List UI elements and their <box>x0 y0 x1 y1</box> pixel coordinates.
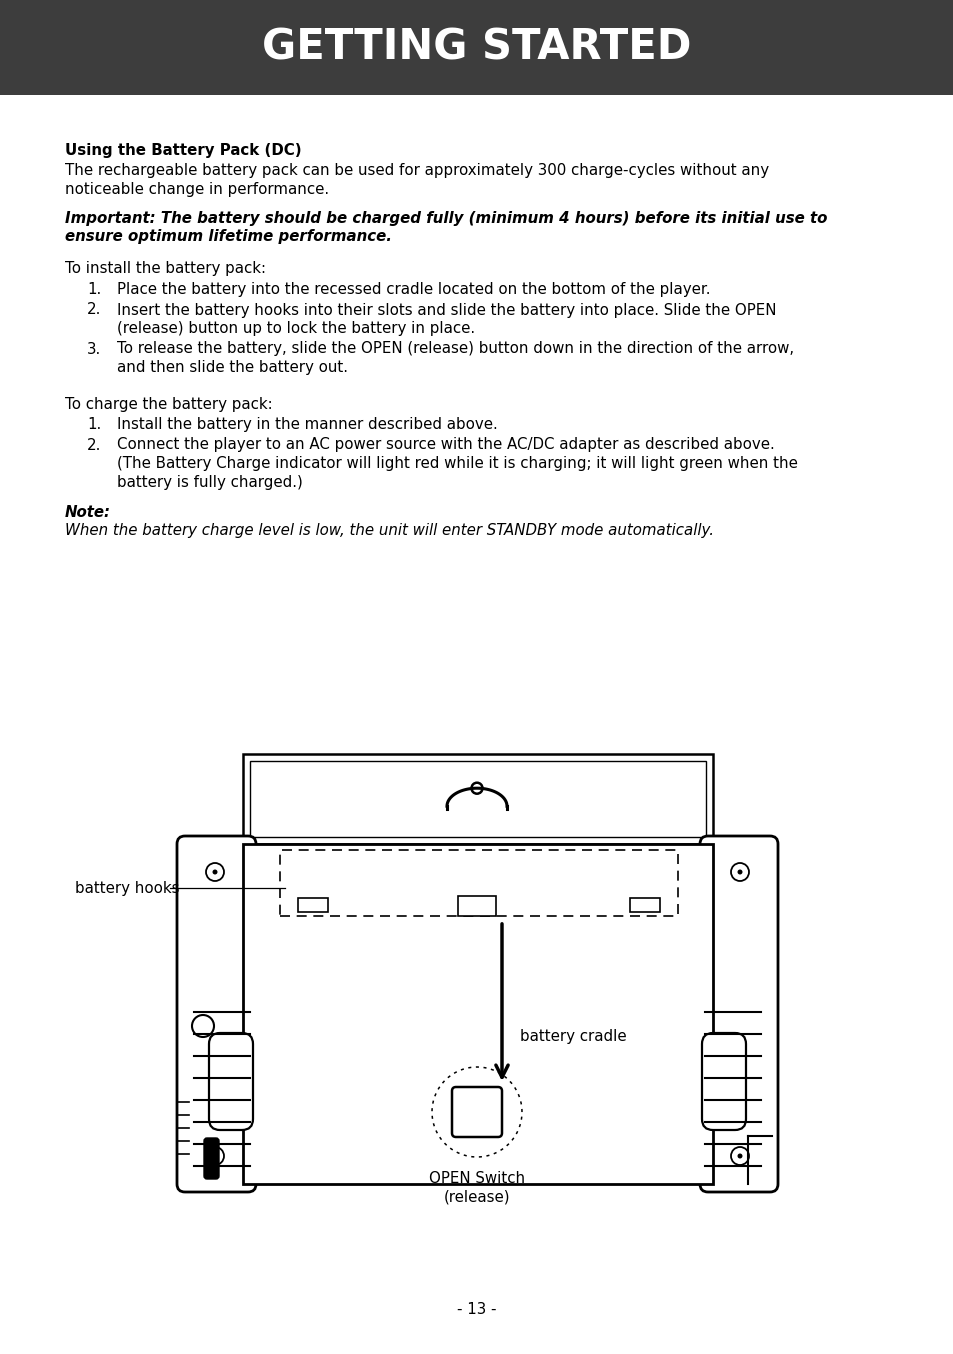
Text: 2.: 2. <box>87 437 101 452</box>
Text: Connect the player to an AC power source with the AC/DC adapter as described abo: Connect the player to an AC power source… <box>117 437 774 452</box>
FancyBboxPatch shape <box>457 896 496 917</box>
Text: (release): (release) <box>443 1190 510 1205</box>
Text: battery cradle: battery cradle <box>519 1029 626 1044</box>
Text: (The Battery Charge indicator will light red while it is charging; it will light: (The Battery Charge indicator will light… <box>117 456 797 471</box>
Circle shape <box>737 869 741 875</box>
FancyBboxPatch shape <box>209 1033 253 1131</box>
Circle shape <box>730 862 748 881</box>
Text: To charge the battery pack:: To charge the battery pack: <box>65 397 273 412</box>
Circle shape <box>730 1147 748 1164</box>
FancyBboxPatch shape <box>452 1087 501 1137</box>
Text: GETTING STARTED: GETTING STARTED <box>262 27 691 69</box>
FancyBboxPatch shape <box>701 1033 745 1131</box>
Text: battery hooks: battery hooks <box>75 880 179 895</box>
Text: Install the battery in the manner described above.: Install the battery in the manner descri… <box>117 417 497 432</box>
Circle shape <box>206 862 224 881</box>
FancyBboxPatch shape <box>700 835 778 1192</box>
Text: The rechargeable battery pack can be used for approximately 300 charge-cycles wi: The rechargeable battery pack can be use… <box>65 164 768 179</box>
FancyBboxPatch shape <box>243 844 712 1183</box>
Text: Place the battery into the recessed cradle located on the bottom of the player.: Place the battery into the recessed crad… <box>117 282 710 297</box>
Text: - 13 -: - 13 - <box>456 1301 497 1316</box>
Text: 1.: 1. <box>87 417 101 432</box>
Text: Important: The battery should be charged fully (minimum 4 hours) before its init: Important: The battery should be charged… <box>65 210 826 226</box>
Text: Insert the battery hooks into their slots and slide the battery into place. Slid: Insert the battery hooks into their slot… <box>117 302 776 317</box>
FancyBboxPatch shape <box>0 0 953 95</box>
Circle shape <box>213 1154 217 1159</box>
Text: (release) button up to lock the battery in place.: (release) button up to lock the battery … <box>117 321 475 336</box>
FancyBboxPatch shape <box>243 754 712 844</box>
FancyBboxPatch shape <box>280 850 678 917</box>
Text: noticeable change in performance.: noticeable change in performance. <box>65 181 329 196</box>
Text: ensure optimum lifetime performance.: ensure optimum lifetime performance. <box>65 229 392 244</box>
Text: Note:: Note: <box>65 505 111 520</box>
Circle shape <box>192 1016 213 1037</box>
Text: OPEN Switch: OPEN Switch <box>429 1171 524 1186</box>
Text: To release the battery, slide the OPEN (release) button down in the direction of: To release the battery, slide the OPEN (… <box>117 341 793 356</box>
Text: To install the battery pack:: To install the battery pack: <box>65 261 266 276</box>
Text: Using the Battery Pack (DC): Using the Battery Pack (DC) <box>65 144 301 158</box>
Text: and then slide the battery out.: and then slide the battery out. <box>117 360 348 375</box>
Circle shape <box>737 1154 741 1159</box>
Circle shape <box>471 783 482 793</box>
Circle shape <box>213 869 217 875</box>
Text: 1.: 1. <box>87 282 101 297</box>
FancyBboxPatch shape <box>297 898 328 913</box>
FancyBboxPatch shape <box>204 1137 219 1179</box>
Text: 2.: 2. <box>87 302 101 317</box>
Circle shape <box>206 1147 224 1164</box>
FancyBboxPatch shape <box>629 898 659 913</box>
Text: When the battery charge level is low, the unit will enter STANDBY mode automatic: When the battery charge level is low, th… <box>65 524 713 539</box>
FancyBboxPatch shape <box>177 835 255 1192</box>
Text: 3.: 3. <box>87 341 101 356</box>
FancyBboxPatch shape <box>250 761 705 837</box>
Text: battery is fully charged.): battery is fully charged.) <box>117 474 302 490</box>
